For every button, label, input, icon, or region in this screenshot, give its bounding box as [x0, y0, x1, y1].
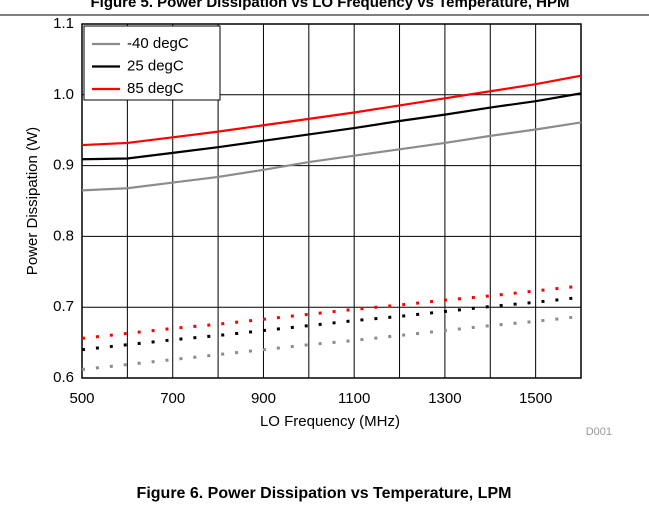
series-line	[81, 284, 582, 340]
series-line	[81, 314, 582, 371]
x-axis-label: LO Frequency (MHz)	[260, 413, 400, 430]
series-line	[81, 295, 582, 352]
top-title: Figure 5. Power Dissipation vs LO Freque…	[90, 0, 569, 11]
y-tick-label: 1.0	[53, 86, 74, 103]
series-line	[81, 74, 582, 147]
x-tick-label: 1100	[338, 390, 370, 407]
y-axis-label: Power Dissipation (W)	[24, 127, 41, 275]
legend-box	[83, 25, 221, 101]
x-tick-label: 1300	[428, 390, 461, 407]
plot-frame	[81, 23, 582, 379]
legend-label: 25 degC	[127, 57, 184, 74]
figure-id: D001	[586, 426, 612, 438]
x-tick-label: 700	[160, 390, 185, 407]
legend-label: 85 degC	[127, 80, 184, 97]
y-tick-label: 1.1	[53, 15, 74, 32]
y-tick-label: 0.8	[53, 227, 74, 244]
series-line	[81, 92, 582, 161]
caption: Figure 6. Power Dissipation vs Temperatu…	[137, 485, 512, 502]
y-tick-label: 0.9	[53, 157, 74, 174]
x-tick-label: 500	[69, 390, 94, 407]
legend-label: -40 degC	[127, 35, 189, 52]
x-tick-label: 900	[251, 390, 276, 407]
y-tick-label: 0.7	[53, 298, 74, 315]
x-tick-label: 1500	[519, 390, 552, 407]
series-line	[81, 121, 582, 192]
y-tick-label: 0.6	[53, 369, 74, 386]
